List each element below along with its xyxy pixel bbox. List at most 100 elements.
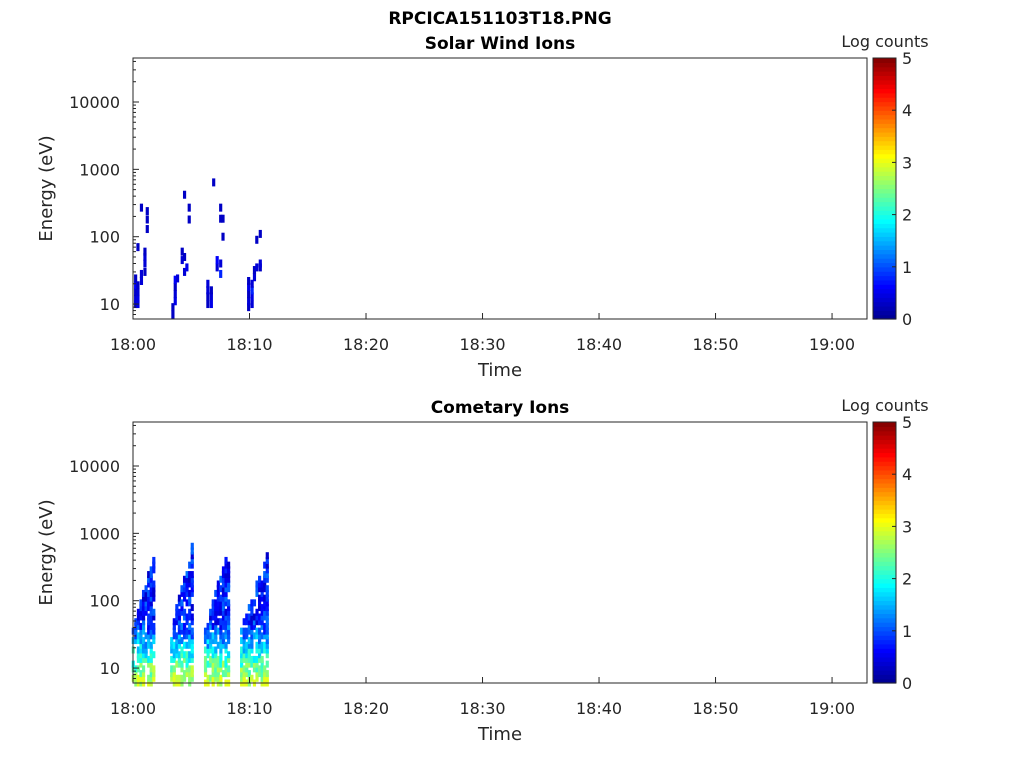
- data-cell: [240, 637, 244, 645]
- data-cell: [182, 651, 187, 659]
- data-cell: [214, 613, 218, 621]
- data-cell: [245, 646, 249, 654]
- data-cell: [141, 627, 146, 635]
- data-cell: [180, 665, 184, 673]
- data-cell: [224, 575, 228, 583]
- data-cell: [182, 580, 187, 588]
- data-cell: [175, 641, 179, 649]
- data-cell: [221, 613, 226, 621]
- data-cell: [227, 571, 231, 579]
- data-cell: [245, 665, 249, 673]
- data-cell: [227, 637, 231, 645]
- data-cell: [149, 580, 153, 588]
- data-cell: [224, 608, 228, 616]
- data-cell: [188, 594, 192, 602]
- colorbar-segment: [873, 127, 896, 133]
- data-cell: [145, 225, 149, 234]
- heatmap-cells: [134, 178, 262, 319]
- colorbar-segment: [873, 604, 896, 610]
- data-cell: [147, 594, 151, 602]
- data-cell: [177, 599, 182, 607]
- data-cell: [149, 599, 153, 607]
- data-cell: [214, 622, 218, 630]
- data-cell: [258, 229, 262, 238]
- colorbar-segment: [873, 145, 896, 150]
- data-cell: [219, 665, 223, 673]
- data-cell: [141, 618, 146, 626]
- data-cell: [182, 252, 187, 261]
- data-cell: [219, 259, 223, 268]
- colorbar-segment: [873, 292, 896, 298]
- colorbar-segment: [873, 596, 896, 601]
- data-cell: [134, 618, 138, 626]
- data-cell: [182, 613, 187, 621]
- data-cell: [136, 281, 140, 290]
- data-cell: [170, 670, 174, 678]
- y-tick-label: 10: [100, 295, 120, 314]
- data-cell: [211, 674, 215, 682]
- data-cell: [141, 665, 146, 673]
- colorbar-segment: [873, 201, 896, 207]
- colorbar-segment: [873, 245, 896, 250]
- x-tick-label: 19:00: [809, 335, 855, 354]
- data-cell: [255, 263, 259, 272]
- data-cell: [188, 637, 192, 645]
- data-cell: [247, 670, 251, 678]
- data-cell: [255, 613, 259, 621]
- data-cell: [227, 627, 231, 635]
- data-cell: [250, 655, 254, 663]
- data-cell: [136, 608, 141, 616]
- data-cell: [147, 575, 151, 583]
- data-cell: [188, 608, 192, 616]
- data-cell: [206, 674, 210, 682]
- colorbar-segment: [873, 487, 896, 493]
- data-cell: [206, 641, 210, 649]
- data-cell: [265, 608, 269, 616]
- data-cell: [219, 646, 223, 654]
- data-cell: [263, 580, 267, 588]
- data-cell: [188, 575, 192, 583]
- data-cell: [182, 575, 187, 583]
- colorbar-segment: [873, 530, 896, 536]
- data-cell: [216, 670, 220, 678]
- data-cell: [188, 589, 192, 597]
- data-cell: [211, 604, 215, 612]
- data-cell: [227, 561, 231, 569]
- data-cell: [260, 622, 264, 630]
- data-cell: [149, 641, 153, 649]
- x-tick-label: 18:00: [110, 699, 156, 718]
- colorbar-segment: [873, 97, 896, 103]
- data-cell: [177, 637, 182, 645]
- figure-title: RPCICA151103T18.PNG: [388, 9, 611, 29]
- y-tick-label: 100: [89, 592, 120, 611]
- data-cell: [216, 618, 220, 626]
- data-cell: [224, 660, 228, 668]
- data-cell: [211, 646, 215, 654]
- data-cell: [216, 660, 220, 668]
- data-cell: [147, 641, 151, 649]
- data-cell: [211, 613, 215, 621]
- data-cell: [265, 566, 269, 574]
- data-cell: [188, 599, 192, 607]
- data-cell: [247, 618, 251, 626]
- data-cell: [177, 613, 182, 621]
- data-cell: [175, 613, 179, 621]
- data-cell: [221, 589, 226, 597]
- x-tick-label: 18:40: [576, 335, 622, 354]
- colorbar-segment: [873, 58, 896, 63]
- data-cell: [185, 613, 189, 621]
- data-cell: [221, 594, 226, 602]
- colorbar-segment: [873, 456, 896, 462]
- data-cell: [143, 252, 147, 261]
- data-cell: [258, 585, 262, 593]
- data-cell: [221, 608, 226, 616]
- data-cell: [152, 585, 156, 593]
- data-cell: [250, 300, 254, 309]
- colorbar-segment: [873, 153, 896, 159]
- data-cell: [247, 646, 251, 654]
- data-cell: [250, 279, 254, 288]
- colorbar-segment: [873, 266, 896, 272]
- data-cell: [263, 561, 267, 569]
- colorbar-segment: [873, 665, 896, 671]
- data-cell: [219, 641, 223, 649]
